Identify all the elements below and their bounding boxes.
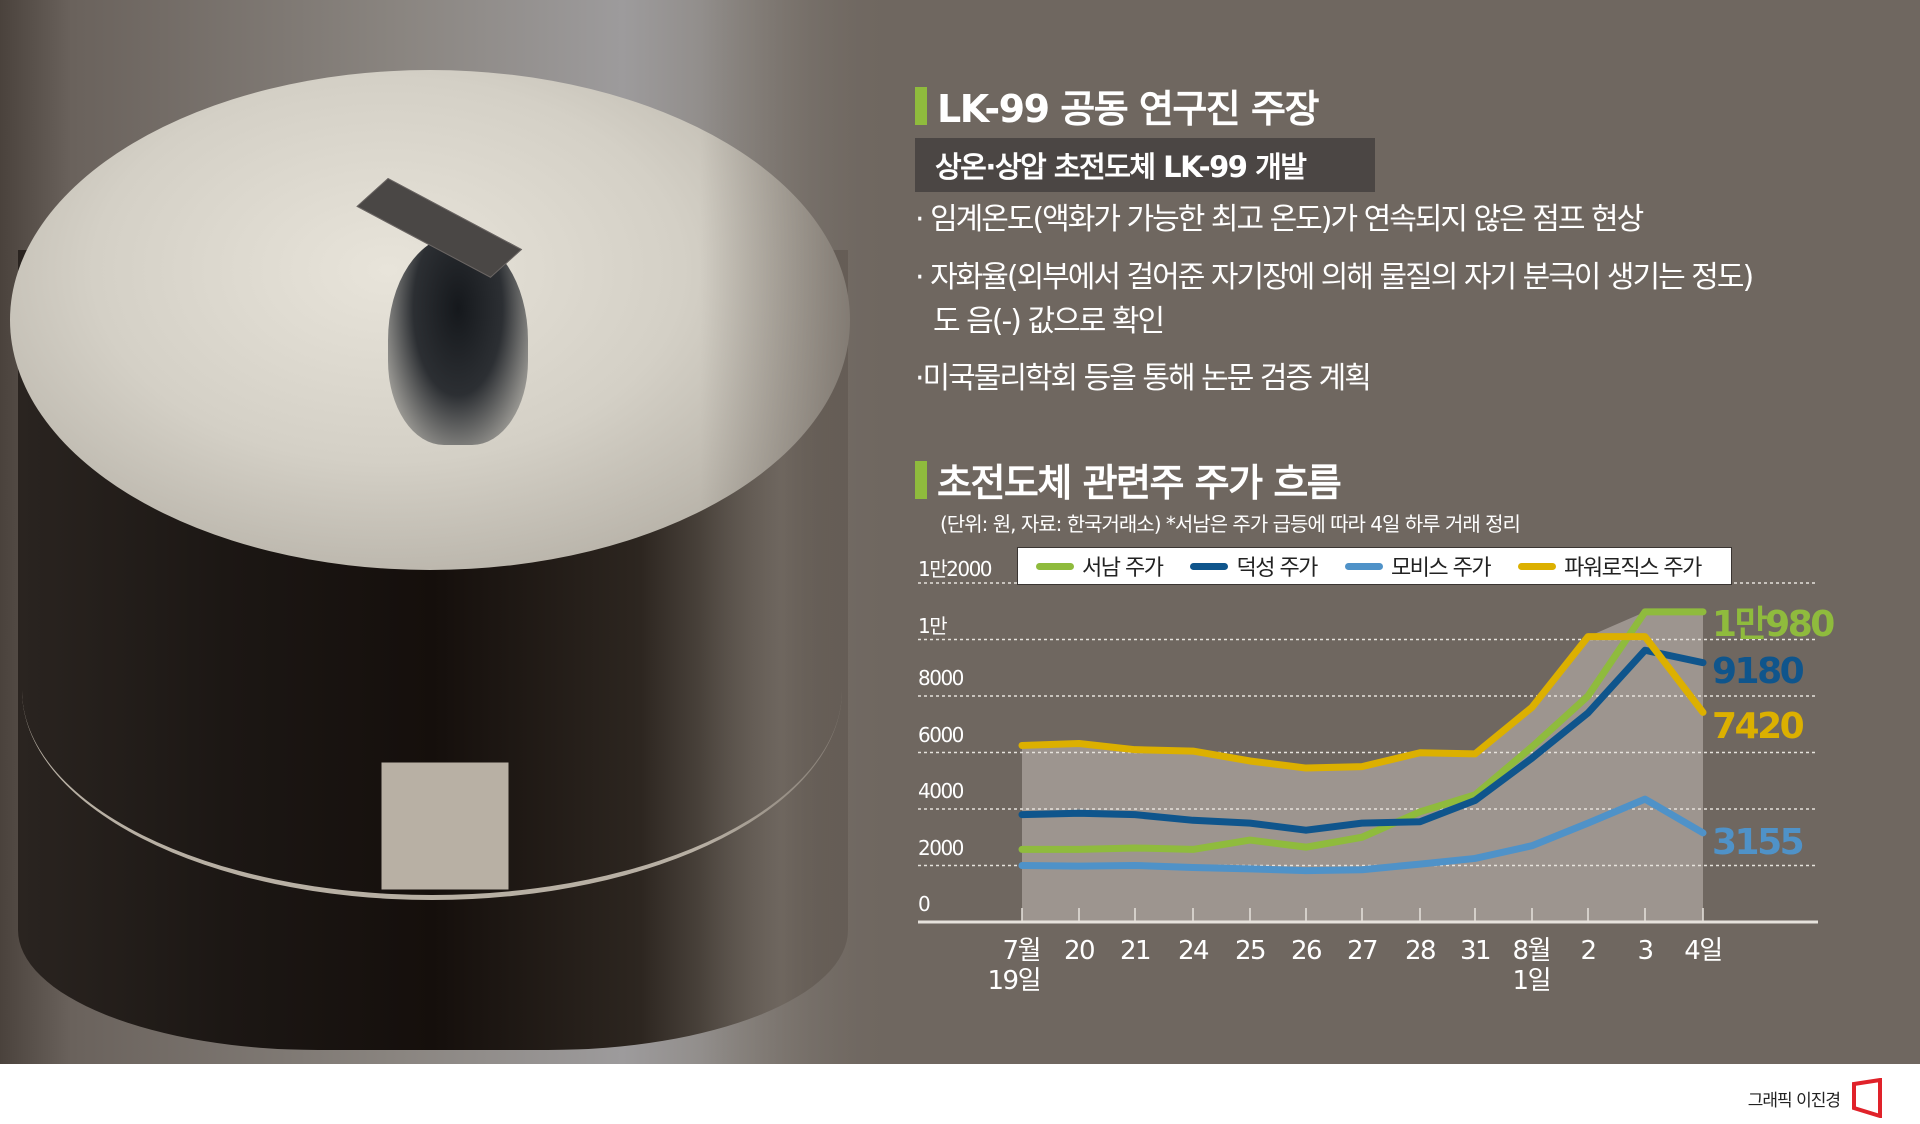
section2-title: 초전도체 관련주 주가 흐름 xyxy=(937,461,1342,505)
x-tick-label: 20 xyxy=(1063,936,1096,966)
x-tick-label: 28 xyxy=(1404,936,1437,966)
lk99-levitation-photo xyxy=(0,0,890,1064)
series-line-mobis xyxy=(1018,795,1707,875)
legend-label: 서남 주가 xyxy=(1082,556,1164,581)
chart-note: (단위: 원, 자료: 한국거래소) *서남은 주가 급등에 따라 4일 하루 … xyxy=(940,512,1521,536)
legend-item-mobis: 모비스 주가 xyxy=(1344,550,1492,582)
publisher-logo-icon xyxy=(1852,1078,1882,1118)
x-tick-label: 24 xyxy=(1177,936,1210,966)
legend-swatch xyxy=(1344,562,1383,570)
x-tick-label: 2 xyxy=(1580,936,1597,966)
legend-item-seonam: 서남 주가 xyxy=(1036,550,1164,582)
magnet-seam xyxy=(22,480,842,900)
section1-title: LK-99 공동 연구진 주장 xyxy=(937,87,1319,131)
x-tick-label: 4일 xyxy=(1684,936,1723,966)
series-line-powerlogics xyxy=(1018,633,1707,772)
y-tick-label: 6000 xyxy=(918,722,964,747)
x-tick-label: 7월 19일 xyxy=(987,936,1041,996)
x-tick-label: 25 xyxy=(1234,936,1267,966)
legend-label: 모비스 주가 xyxy=(1390,556,1492,581)
legend-item-powerlogics: 파워로직스 주가 xyxy=(1518,550,1702,582)
end-label-powerlogics: 7420 xyxy=(1712,706,1805,747)
section1-subhead: 상온·상압 초전도체 LK-99 개발 xyxy=(915,138,1375,192)
series-line-deoksung xyxy=(1018,646,1707,834)
photo-fade xyxy=(700,0,890,1064)
y-tick-label: 2000 xyxy=(918,835,964,860)
y-tick-label: 1만2000 xyxy=(918,557,993,581)
x-tick-label: 27 xyxy=(1346,936,1379,966)
text-column: LK-99 공동 연구진 주장 상온·상압 초전도체 LK-99 개발 · 임계… xyxy=(915,0,1920,1064)
bullet-1: · 임계온도(액화가 가능한 최고 온도)가 연속되지 않은 점프 현상 xyxy=(915,202,1644,237)
y-tick-label: 1만 xyxy=(918,613,948,638)
footer: 그래픽 이진경 xyxy=(0,1064,1920,1124)
x-tick-label: 3 xyxy=(1637,936,1654,966)
x-tick-label: 21 xyxy=(1119,936,1152,966)
bullet-2: · 자화율(외부에서 걸어준 자기장에 의해 물질의 자기 분극이 생기는 정도… xyxy=(915,260,1754,295)
section2-title-row: 초전도체 관련주 주가 흐름 xyxy=(915,452,1342,507)
end-label-mobis: 3155 xyxy=(1712,822,1805,863)
accent-bar xyxy=(915,460,927,499)
x-tick-label: 8월 1일 xyxy=(1512,936,1552,996)
y-tick-label: 0 xyxy=(918,892,931,916)
sample-shadow xyxy=(388,235,528,445)
legend-swatch xyxy=(1518,562,1557,570)
bullet-2-cont: 도 음(-) 값으로 확인 xyxy=(933,304,1165,339)
end-label-deoksung: 9180 xyxy=(1712,651,1805,692)
graphic-credit: 그래픽 이진경 xyxy=(1747,1091,1841,1111)
bullet-3: ·미국물리학회 등을 통해 논문 검증 계획 xyxy=(915,361,1372,396)
stock-line-chart xyxy=(918,582,1818,924)
end-label-seonam: 1만980 xyxy=(1712,604,1835,645)
x-tick-label: 26 xyxy=(1290,936,1323,966)
legend-swatch xyxy=(1190,562,1229,570)
chart-legend: 서남 주가 덕성 주가 모비스 주가 파워로직스 주가 xyxy=(1017,547,1732,585)
legend-swatch xyxy=(1036,562,1074,570)
series-line-seonam xyxy=(1018,608,1707,853)
accent-bar xyxy=(915,86,927,125)
section1-title-row: LK-99 공동 연구진 주장 xyxy=(915,78,1319,133)
legend-label: 덕성 주가 xyxy=(1236,556,1318,581)
infographic-panel: LK-99 공동 연구진 주장 상온·상압 초전도체 LK-99 개발 · 임계… xyxy=(0,0,1920,1064)
x-tick-label: 31 xyxy=(1459,936,1492,966)
y-tick-label: 8000 xyxy=(918,666,964,690)
y-tick-label: 4000 xyxy=(918,779,964,803)
legend-label: 파워로직스 주가 xyxy=(1564,556,1702,581)
legend-item-deoksung: 덕성 주가 xyxy=(1190,550,1318,582)
